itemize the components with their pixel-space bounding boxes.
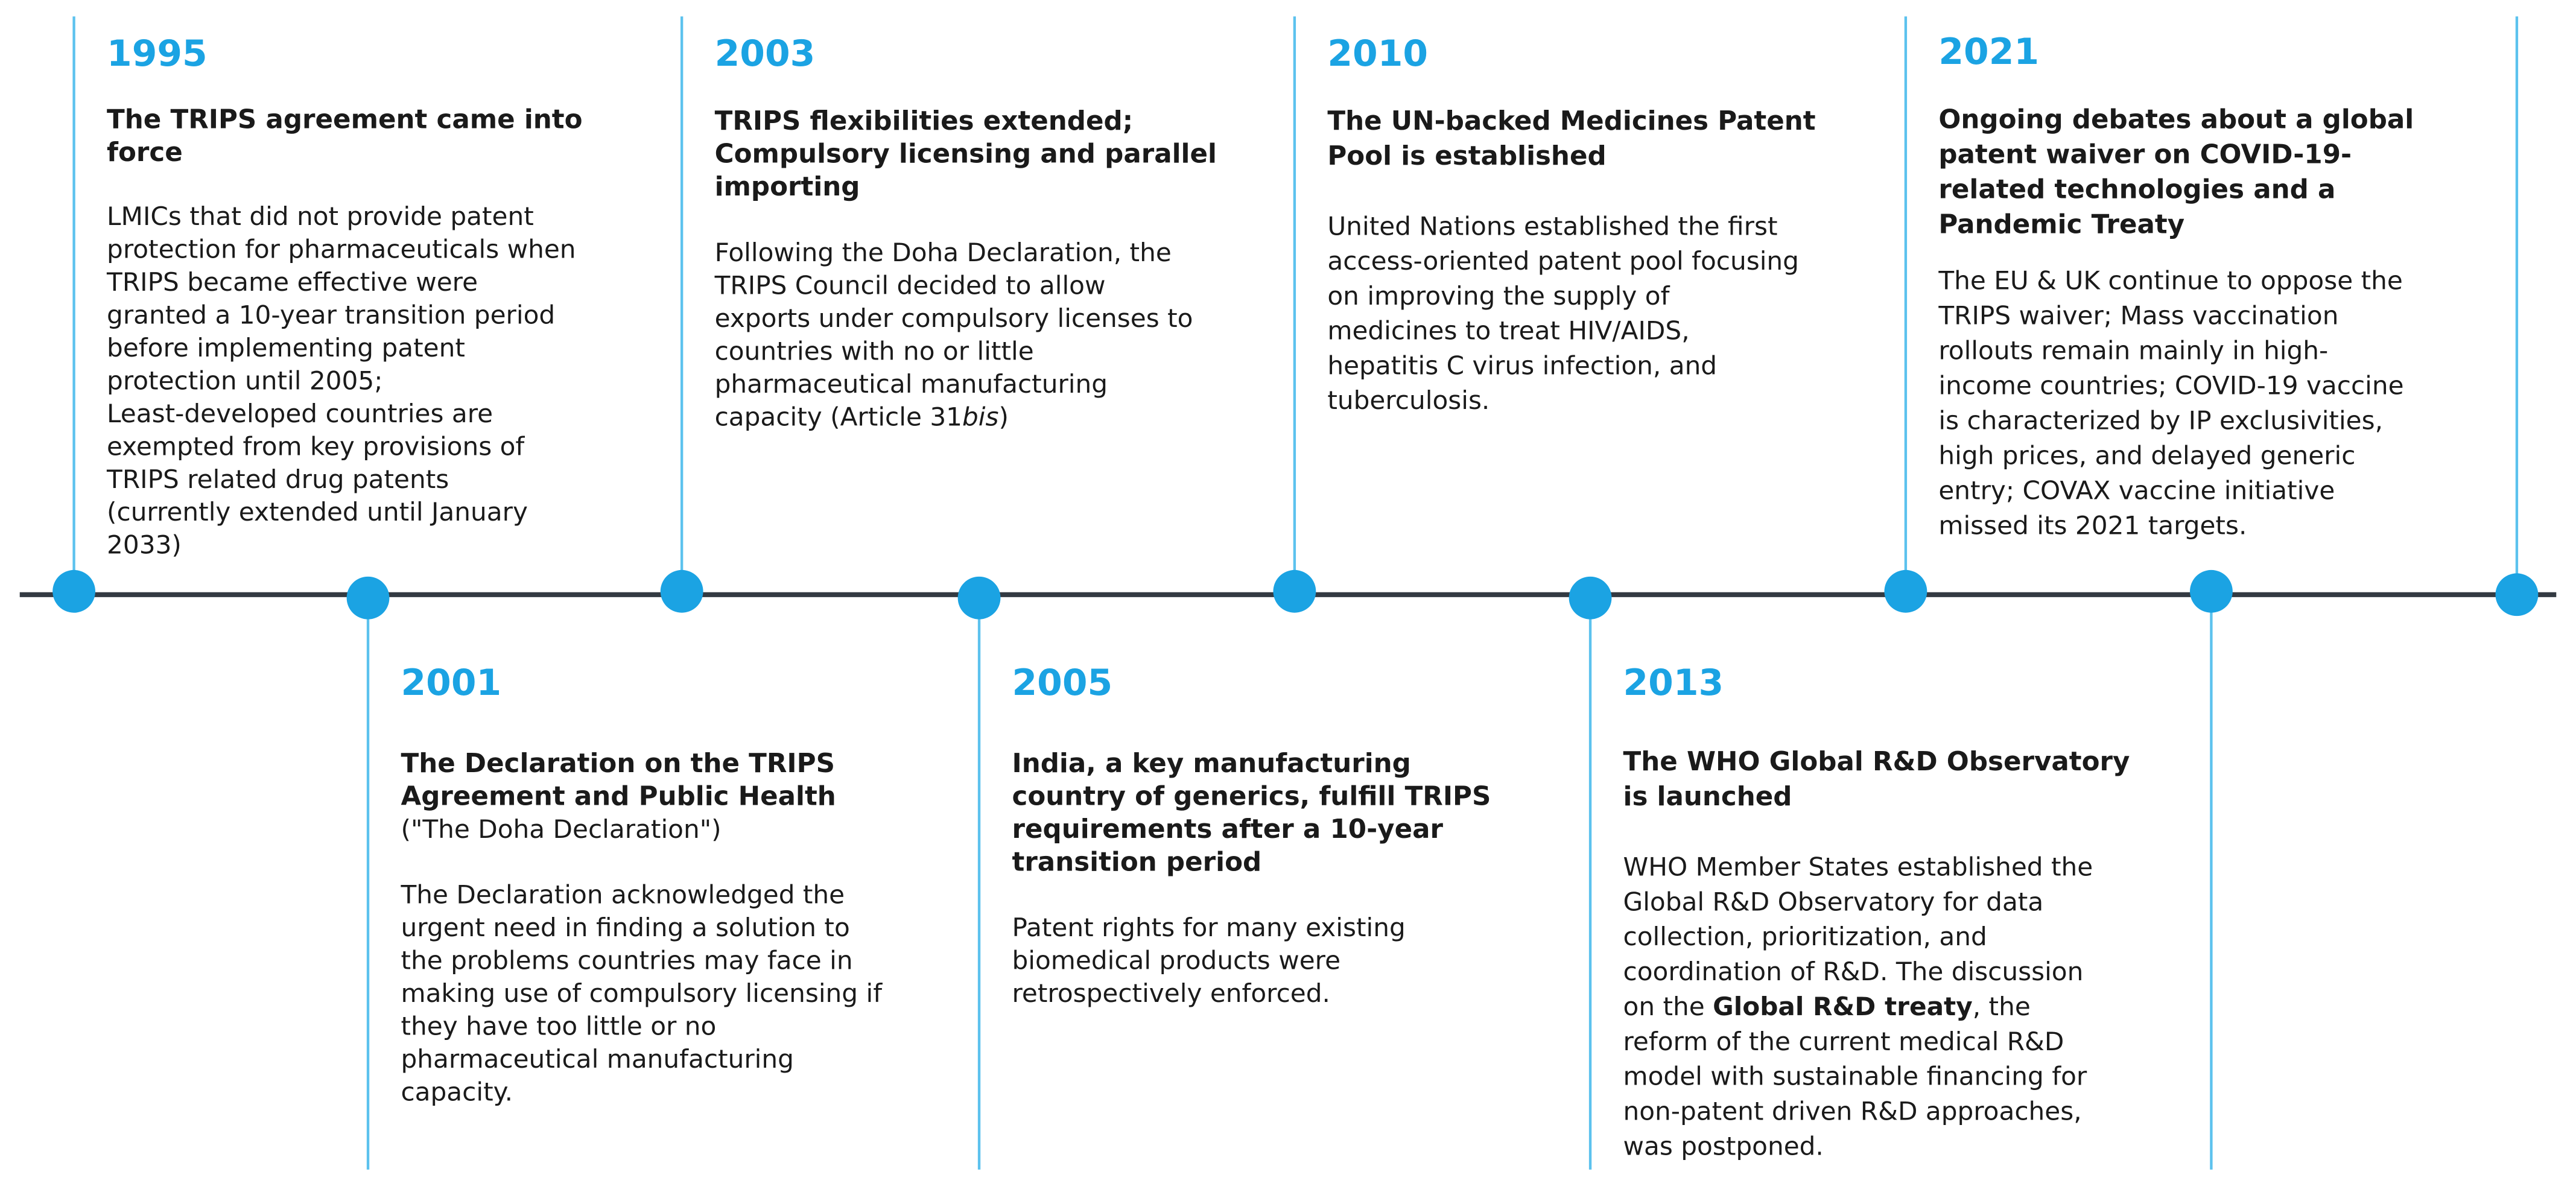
event-year: 2005 bbox=[1012, 662, 1113, 704]
event-title: transition period bbox=[1012, 847, 1262, 877]
event-body: retrospectively enforced. bbox=[1012, 978, 1330, 1008]
event-title: patent waiver on COVID-19- bbox=[1938, 139, 2352, 170]
event-body: urgent need in finding a solution to bbox=[401, 913, 849, 942]
event-title: Pandemic Treaty bbox=[1938, 209, 2184, 239]
event-title: force bbox=[107, 138, 183, 168]
event-body: Least-developed countries are bbox=[107, 399, 493, 428]
event-subtitle: ("The Doha Declaration") bbox=[401, 814, 721, 844]
event-body: they have too little or no bbox=[401, 1012, 716, 1041]
event-title: is launched bbox=[1623, 782, 1792, 812]
event-title: The TRIPS agreement came into bbox=[107, 104, 582, 135]
event-body: The EU & UK continue to oppose the bbox=[1938, 265, 2402, 295]
event-body: capacity (Article 31bis) bbox=[715, 402, 1009, 431]
event-title: Pool is established bbox=[1327, 141, 1606, 171]
event-year: 2010 bbox=[1327, 33, 1428, 75]
event-title: country of generics, fulfill TRIPS bbox=[1012, 781, 1491, 811]
timeline-dot bbox=[346, 576, 390, 620]
event-body: making use of compulsory licensing if bbox=[401, 978, 883, 1008]
timeline-dot bbox=[660, 569, 703, 613]
event-body: hepatitis C virus infection, and bbox=[1327, 350, 1717, 380]
event-title: The UN-backed Medicines Patent bbox=[1327, 106, 1815, 136]
event-title: TRIPS flexibilities extended; bbox=[715, 106, 1134, 136]
event-body: Following the Doha Declaration, the bbox=[715, 238, 1172, 267]
event-body: protection until 2005; bbox=[107, 366, 382, 395]
event-title: requirements after a 10-year bbox=[1012, 814, 1444, 845]
event-body: tuberculosis. bbox=[1327, 385, 1489, 415]
event-body: non-patent driven R&D approaches, bbox=[1623, 1097, 2082, 1126]
event-body: biomedical products were bbox=[1012, 946, 1341, 975]
event-body: medicines to treat HIV/AIDS, bbox=[1327, 316, 1689, 346]
event-body: Patent rights for many existing bbox=[1012, 913, 1406, 942]
event-title: The Declaration on the TRIPS bbox=[401, 749, 834, 779]
timeline-dot bbox=[1273, 569, 1316, 613]
event-body: TRIPS became effective were bbox=[106, 267, 478, 297]
event-title: The WHO Global R&D Observatory bbox=[1623, 747, 2130, 777]
timeline-dot bbox=[2495, 573, 2539, 616]
event-body: exempted from key provisions of bbox=[107, 431, 525, 461]
event-title: importing bbox=[715, 172, 860, 202]
timeline-dot bbox=[52, 569, 95, 613]
event-body: TRIPS Council decided to allow bbox=[714, 270, 1106, 300]
event-year: 2021 bbox=[1938, 31, 2039, 73]
event-title: related technologies and a bbox=[1938, 174, 2335, 204]
event-body: is characterized by IP exclusivities, bbox=[1938, 405, 2383, 435]
event-body: 2033) bbox=[107, 530, 182, 560]
event-body: Global R&D Observatory for data bbox=[1623, 887, 2044, 916]
event-body: WHO Member States established the bbox=[1623, 852, 2093, 881]
event-body: The Declaration acknowledged the bbox=[400, 880, 845, 910]
text-run: on the bbox=[1623, 992, 1713, 1021]
event-year: 1995 bbox=[107, 33, 208, 75]
event-body: income countries; COVID-19 vaccine bbox=[1938, 370, 2403, 400]
event-title: Compulsory licensing and parallel bbox=[715, 139, 1217, 170]
event-body: access-oriented patent pool focusing bbox=[1327, 246, 1799, 276]
event-year: 2001 bbox=[401, 662, 501, 704]
event-body: model with sustainable financing for bbox=[1623, 1062, 2087, 1091]
event-body: missed its 2021 targets. bbox=[1938, 510, 2247, 540]
timeline-dot bbox=[1569, 576, 1612, 620]
event-body: countries with no or little bbox=[715, 336, 1034, 366]
event-body: United Nations established the first bbox=[1327, 211, 1777, 241]
event-title: Agreement and Public Health bbox=[401, 781, 836, 811]
text-run: , the bbox=[1973, 992, 2031, 1021]
event-body: on improving the supply of bbox=[1327, 281, 1670, 311]
event-body: (currently extended until January bbox=[107, 497, 528, 527]
timeline-dot bbox=[2190, 569, 2233, 613]
text-run: Global R&D treaty bbox=[1713, 992, 1973, 1021]
event-body: protection for pharmaceuticals when bbox=[107, 235, 576, 264]
event-body: LMICs that did not provide patent bbox=[107, 201, 534, 231]
event-body: pharmaceutical manufacturing bbox=[715, 369, 1108, 399]
event-body: on the Global R&D treaty, the bbox=[1623, 992, 2031, 1021]
event-body: before implementing patent bbox=[107, 333, 465, 363]
text-run: ) bbox=[999, 402, 1009, 431]
event-body: was postponed. bbox=[1623, 1131, 1824, 1161]
event-body: coordination of R&D. The discussion bbox=[1623, 957, 2084, 986]
timeline-dot bbox=[957, 576, 1001, 620]
event-title: Ongoing debates about a global bbox=[1938, 104, 2414, 135]
event-body: exports under compulsory licenses to bbox=[715, 303, 1193, 333]
event-body: high prices, and delayed generic bbox=[1938, 440, 2355, 470]
event-body: granted a 10-year transition period bbox=[107, 300, 555, 329]
event-body: capacity. bbox=[401, 1077, 513, 1107]
text-run: bis bbox=[962, 402, 999, 431]
text-run: capacity (Article 31 bbox=[715, 402, 962, 431]
event-body: TRIPS related drug patents bbox=[106, 464, 449, 494]
event-year: 2013 bbox=[1623, 662, 1724, 704]
event-body: pharmaceutical manufacturing bbox=[401, 1044, 793, 1074]
event-year: 2003 bbox=[715, 33, 816, 75]
timeline-dot bbox=[1884, 569, 1927, 613]
event-body: the problems countries may face in bbox=[401, 946, 852, 975]
event-body: TRIPS waiver; Mass vaccination bbox=[1938, 300, 2338, 330]
event-title: India, a key manufacturing bbox=[1012, 749, 1411, 779]
event-body: reform of the current medical R&D bbox=[1623, 1027, 2064, 1056]
event-body: rollouts remain mainly in high- bbox=[1938, 335, 2328, 365]
event-body: entry; COVAX vaccine initiative bbox=[1938, 475, 2335, 505]
event-body: collection, prioritization, and bbox=[1623, 922, 1987, 951]
